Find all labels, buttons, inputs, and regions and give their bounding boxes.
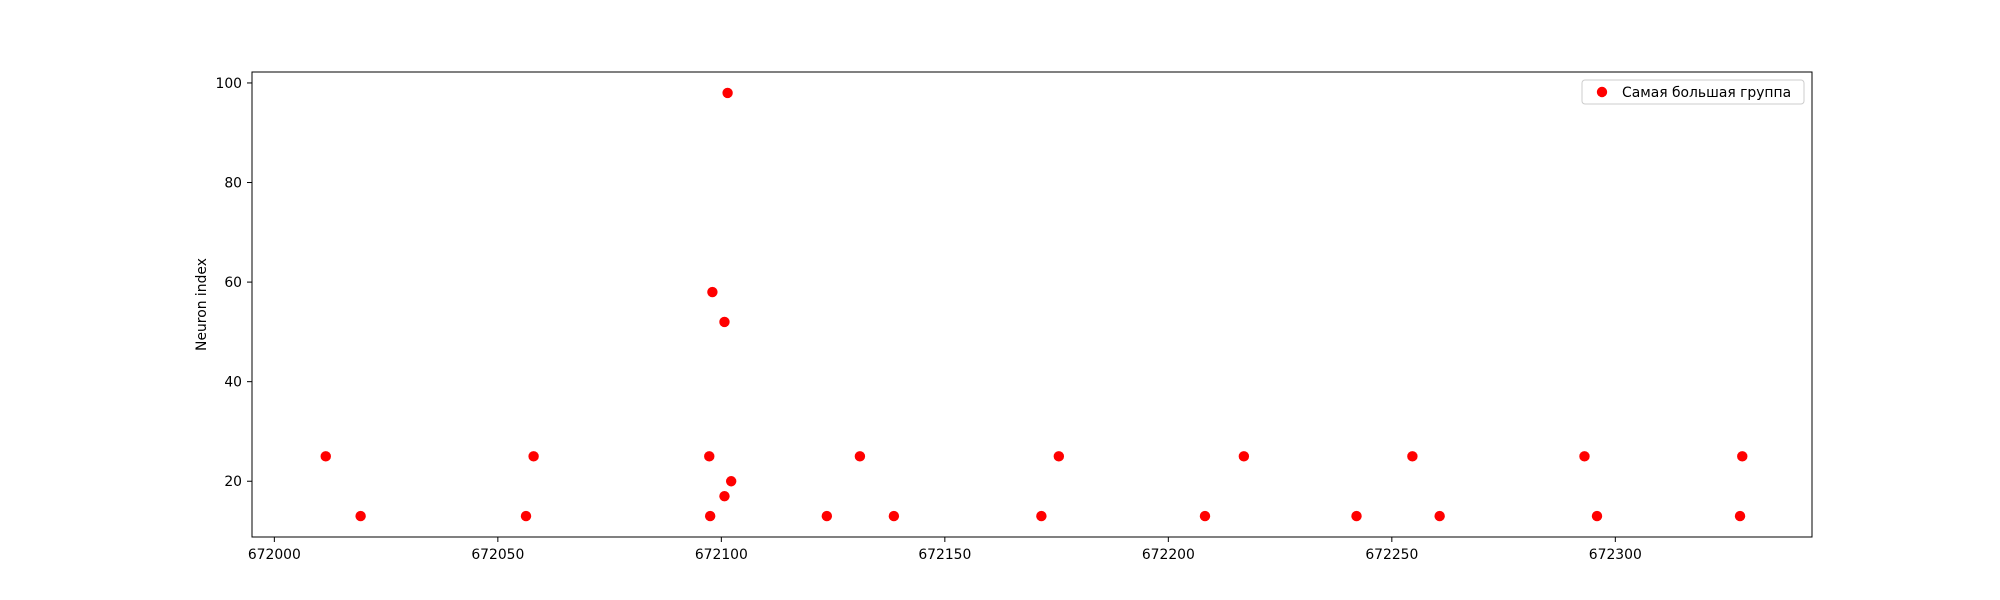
- data-point: [1053, 451, 1065, 462]
- data-point: [1434, 510, 1445, 522]
- x-tick-label: 672050: [471, 547, 524, 563]
- data-point: [854, 451, 866, 462]
- data-point: [1351, 510, 1362, 522]
- legend: Самая большая группа: [1581, 79, 1805, 105]
- data-point: [1199, 510, 1211, 522]
- y-tick-label: 100: [215, 76, 242, 92]
- y-tick-label: 60: [224, 275, 242, 291]
- data-point: [704, 451, 715, 462]
- axis-ticks: 672000 672050 672100 672150 672200 672250 6723…: [215, 76, 1641, 563]
- data-point: [1734, 510, 1746, 522]
- y-tick-label: 20: [224, 474, 242, 490]
- data-point: [1036, 510, 1047, 522]
- data-point: [1737, 451, 1748, 462]
- x-tick-label: 672200: [1142, 547, 1195, 563]
- data-point: [722, 87, 733, 99]
- data-point: [725, 476, 737, 487]
- y-tick-label: 40: [224, 375, 242, 391]
- data-point: [1407, 451, 1418, 462]
- data-points: [320, 87, 1748, 522]
- data-point: [821, 510, 833, 522]
- data-point: [707, 286, 718, 298]
- data-point: [1238, 451, 1250, 462]
- data-point: [1591, 510, 1603, 522]
- legend-label: Самая большая группа: [1622, 85, 1791, 101]
- legend-box: [1581, 79, 1805, 105]
- plot-frame: [251, 71, 1813, 538]
- data-point: [719, 490, 730, 502]
- data-point: [1579, 451, 1590, 462]
- y-axis-label: Neuron index: [194, 258, 210, 351]
- data-point: [528, 451, 539, 462]
- x-tick-label: 672250: [1365, 547, 1418, 563]
- legend-marker: [1596, 86, 1608, 98]
- data-point: [704, 510, 716, 522]
- data-point: [520, 510, 532, 522]
- data-point: [355, 510, 366, 522]
- x-tick-label: 672150: [918, 547, 971, 563]
- data-point: [320, 451, 331, 462]
- y-tick-label: 80: [224, 176, 242, 192]
- x-tick-label: 672100: [695, 547, 748, 563]
- x-tick-label: 672300: [1589, 547, 1642, 563]
- data-point: [719, 316, 730, 328]
- x-tick-label: 672000: [248, 547, 301, 563]
- data-point: [888, 510, 900, 522]
